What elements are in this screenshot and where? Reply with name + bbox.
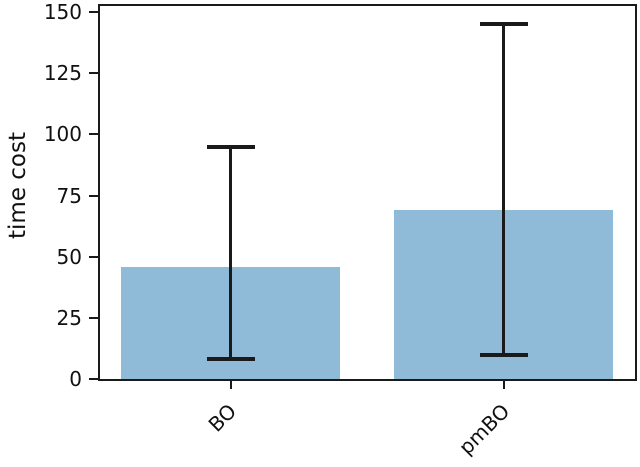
error-bar-cap — [206, 144, 255, 149]
error-bar-line — [229, 146, 232, 360]
plot-area — [98, 4, 637, 381]
y-tick-mark — [89, 72, 98, 75]
y-tick-mark — [89, 133, 98, 136]
y-tick-mark — [89, 378, 98, 380]
error-bar-cap — [479, 22, 528, 27]
y-tick-mark — [89, 316, 98, 319]
y-tick-mark — [89, 255, 98, 258]
y-tick-label: 50 — [56, 244, 82, 269]
error-bar-line — [502, 24, 505, 355]
y-tick-label: 0 — [69, 367, 82, 391]
y-tick-label: 125 — [43, 61, 82, 86]
y-tick-label: 100 — [43, 122, 82, 147]
error-bar-cap — [479, 352, 528, 357]
x-tick-mark — [502, 381, 505, 389]
y-tick-mark — [89, 11, 98, 14]
x-tick-label-pmbo: pmBO — [454, 399, 515, 460]
y-tick-label: 150 — [43, 0, 82, 25]
y-tick-label: 25 — [56, 305, 82, 330]
x-tick-label-bo: BO — [203, 399, 242, 437]
error-bar-cap — [206, 357, 255, 362]
y-tick-mark — [89, 194, 98, 197]
y-tick-label: 75 — [56, 183, 82, 208]
x-tick-mark — [229, 381, 232, 389]
